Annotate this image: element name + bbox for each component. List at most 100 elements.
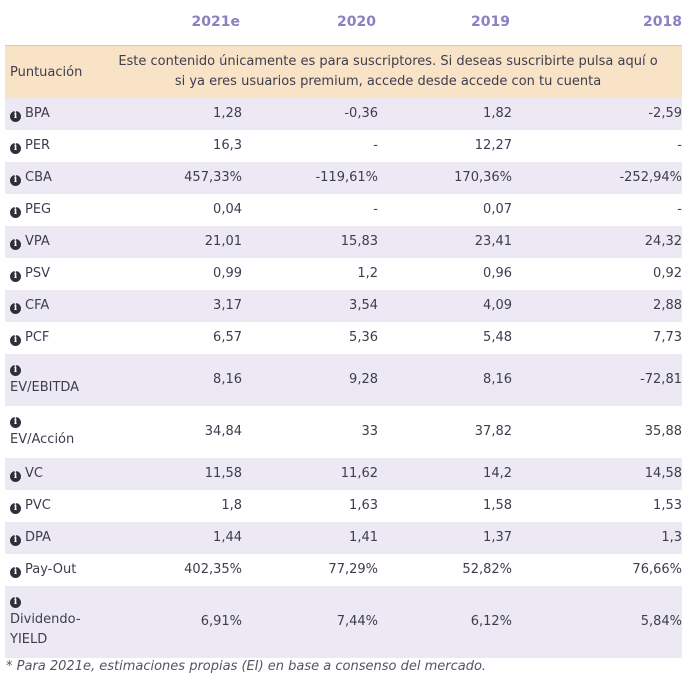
- table-row: i VPA 21,01 15,83 23,41 24,32: [5, 226, 682, 258]
- info-icon[interactable]: i: [10, 175, 21, 186]
- value-2021e: 21,01: [204, 234, 242, 249]
- info-icon[interactable]: i: [10, 535, 21, 546]
- year-2018: 2018: [643, 14, 682, 30]
- value-2018: 7,73: [653, 330, 682, 345]
- info-icon[interactable]: i: [10, 417, 21, 428]
- row-label-text: VPA: [25, 234, 50, 249]
- row-label: i Dividendo- YIELD: [10, 590, 81, 650]
- year-2021e: 2021e: [191, 14, 240, 30]
- table-row: i PER 16,3 - 12,27 -: [5, 130, 682, 162]
- info-icon[interactable]: i: [10, 503, 21, 514]
- info-icon[interactable]: i: [10, 239, 21, 250]
- value-2021e: 402,35%: [184, 562, 242, 577]
- value-2019: 12,27: [474, 138, 512, 153]
- row-label: i PSV: [10, 264, 50, 284]
- year-2019: 2019: [471, 14, 510, 30]
- row-label: i Pay-Out: [10, 560, 76, 580]
- value-2020: -: [373, 138, 378, 153]
- value-2019: 8,16: [483, 372, 512, 387]
- value-2021e: 0,99: [213, 266, 242, 281]
- value-2020: -0,36: [344, 106, 378, 121]
- value-2020: 9,28: [349, 372, 378, 387]
- value-2020: 33: [361, 424, 378, 439]
- info-icon[interactable]: i: [10, 597, 21, 608]
- subscriber-message-line2: si ya eres usuarios premium, accede desd…: [174, 74, 602, 89]
- row-label-text: VC: [25, 466, 43, 481]
- subscriber-message-line1: Este contenido únicamente es para suscri…: [118, 54, 658, 69]
- table-row: i PEG 0,04 - 0,07 -: [5, 194, 682, 226]
- value-2020: 7,44%: [336, 614, 378, 629]
- value-2018: 2,88: [653, 298, 682, 313]
- info-icon[interactable]: i: [10, 111, 21, 122]
- value-2018: -2,59: [648, 106, 682, 121]
- info-icon[interactable]: i: [10, 365, 21, 376]
- value-2021e: 8,16: [213, 372, 242, 387]
- value-2020: 1,41: [349, 530, 378, 545]
- value-2020: 77,29%: [328, 562, 378, 577]
- value-2019: 0,96: [483, 266, 512, 281]
- value-2018: 14,58: [644, 466, 682, 481]
- value-2019: 1,37: [483, 530, 512, 545]
- table-row: i DPA 1,44 1,41 1,37 1,3: [5, 522, 682, 554]
- value-2019: 0,07: [483, 202, 512, 217]
- info-icon[interactable]: i: [10, 303, 21, 314]
- row-label-text: BPA: [25, 106, 50, 121]
- table-row: i PCF 6,57 5,36 5,48 7,73: [5, 322, 682, 354]
- row-label: i DPA: [10, 528, 51, 548]
- row-label-text: EV/Acción: [10, 432, 75, 447]
- year-header: 2021e 2020 2019 2018: [0, 0, 686, 45]
- info-icon[interactable]: i: [10, 143, 21, 154]
- value-2021e: 457,33%: [184, 170, 242, 185]
- row-label-text: PEG: [25, 202, 52, 217]
- value-2021e: 6,91%: [200, 614, 242, 629]
- value-2021e: 1,8: [221, 498, 242, 513]
- row-label-text: CBA: [25, 170, 52, 185]
- value-2018: 1,3: [661, 530, 682, 545]
- row-label: i EV/EBITDA: [10, 358, 79, 398]
- ratio-rows: i BPA 1,28 -0,36 1,82 -2,59 i PER 16,3 - 12,27 - i CB…: [5, 98, 682, 658]
- row-label-text: EV/EBITDA: [10, 380, 80, 395]
- row-label-text: YIELD: [10, 632, 48, 647]
- value-2019: 5,48: [483, 330, 512, 345]
- value-2021e: 11,58: [204, 466, 242, 481]
- value-2020: 1,63: [349, 498, 378, 513]
- info-icon[interactable]: i: [10, 207, 21, 218]
- value-2020: 3,54: [349, 298, 378, 313]
- subscriber-message[interactable]: Este contenido únicamente es para suscri…: [97, 52, 679, 92]
- value-2018: 24,32: [644, 234, 682, 249]
- value-2018: -: [677, 138, 682, 153]
- value-2018: -: [677, 202, 682, 217]
- value-2019: 52,82%: [462, 562, 512, 577]
- value-2018: 1,53: [653, 498, 682, 513]
- row-label-text: PSV: [25, 266, 50, 281]
- value-2020: 15,83: [340, 234, 378, 249]
- value-2019: 37,82: [474, 424, 512, 439]
- value-2021e: 34,84: [204, 424, 242, 439]
- info-icon[interactable]: i: [10, 567, 21, 578]
- value-2019: 1,82: [483, 106, 512, 121]
- value-2020: -: [373, 202, 378, 217]
- value-2019: 6,12%: [470, 614, 512, 629]
- row-label: i PER: [10, 136, 50, 156]
- info-icon[interactable]: i: [10, 335, 21, 346]
- info-icon[interactable]: i: [10, 271, 21, 282]
- value-2020: -119,61%: [315, 170, 378, 185]
- row-label-text: Dividendo-: [10, 612, 81, 627]
- table-row: i EV/EBITDA 8,16 9,28 8,16 -72,81: [5, 354, 682, 406]
- table-row: i VC 11,58 11,62 14,2 14,58: [5, 458, 682, 490]
- row-label: i BPA: [10, 104, 50, 124]
- row-label: i PCF: [10, 328, 49, 348]
- value-2021e: 0,04: [213, 202, 242, 217]
- info-icon[interactable]: i: [10, 471, 21, 482]
- year-2020: 2020: [337, 14, 376, 30]
- value-2019: 4,09: [483, 298, 512, 313]
- row-label-text: PCF: [25, 330, 50, 345]
- table-row: i Pay-Out 402,35% 77,29% 52,82% 76,66%: [5, 554, 682, 586]
- value-2020: 11,62: [340, 466, 378, 481]
- footnote: * Para 2021e, estimaciones propias (EI) …: [6, 659, 487, 674]
- row-label: i CBA: [10, 168, 52, 188]
- value-2019: 1,58: [483, 498, 512, 513]
- value-2020: 1,2: [357, 266, 378, 281]
- row-label: i PEG: [10, 200, 51, 220]
